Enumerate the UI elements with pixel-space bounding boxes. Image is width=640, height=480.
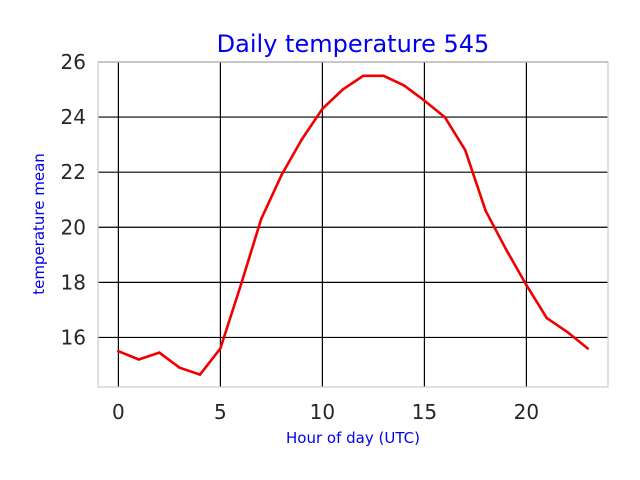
y-tick-label: 24 xyxy=(61,105,86,129)
data-point xyxy=(525,283,528,287)
data-point xyxy=(219,347,222,350)
x-tick-label: 15 xyxy=(412,400,437,424)
data-point xyxy=(280,173,283,177)
data-point xyxy=(300,137,304,141)
grid xyxy=(98,61,608,387)
data-point xyxy=(198,373,202,376)
tick-labels: 0 5 10 15 20 16 18 20 22 24 26 xyxy=(61,50,540,424)
y-axis-label: temperature mean xyxy=(30,153,48,295)
data-point xyxy=(443,115,447,119)
data-point xyxy=(157,351,161,354)
data-point xyxy=(382,74,385,78)
y-tick-label: 22 xyxy=(61,160,86,184)
y-tick-label: 26 xyxy=(61,50,86,74)
data-point xyxy=(423,99,426,102)
data-point xyxy=(321,107,324,111)
data-point xyxy=(361,74,365,78)
series-group xyxy=(117,74,589,376)
x-tick-label: 5 xyxy=(214,400,227,424)
data-point xyxy=(259,217,263,221)
chart-title: Daily temperature 545 xyxy=(217,30,490,58)
x-tick-label: 10 xyxy=(310,400,335,424)
y-tick-label: 20 xyxy=(61,215,86,239)
temperature-series-line xyxy=(117,74,589,376)
y-tick-label: 16 xyxy=(61,325,86,349)
data-point xyxy=(463,148,467,152)
data-point xyxy=(402,84,406,87)
x-tick-label: 20 xyxy=(514,400,539,424)
data-point xyxy=(178,366,181,370)
data-point xyxy=(239,283,243,287)
data-point xyxy=(565,330,569,334)
data-point xyxy=(484,209,487,212)
x-axis-label: Hour of day (UTC) xyxy=(286,429,420,447)
data-point xyxy=(137,358,141,361)
plot-frame xyxy=(97,61,609,388)
y-tick-label: 18 xyxy=(61,270,86,294)
data-point xyxy=(586,347,589,350)
data-point xyxy=(504,248,508,251)
x-tick-label: 0 xyxy=(112,400,125,424)
data-point xyxy=(545,316,549,320)
data-point xyxy=(341,88,345,91)
data-point xyxy=(117,349,120,353)
